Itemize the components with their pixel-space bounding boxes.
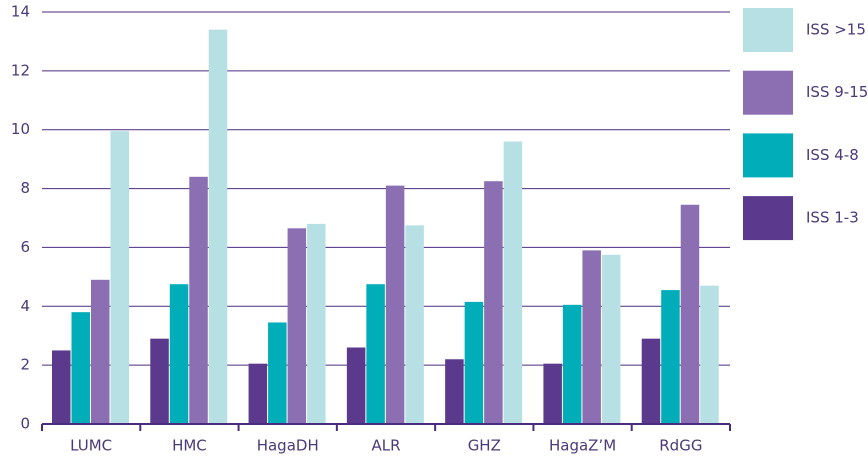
- bar: [346, 347, 366, 424]
- legend-label: ISS 9-15: [806, 83, 868, 101]
- bar: [484, 181, 503, 424]
- y-tick-label: 10: [11, 120, 30, 138]
- bar: [208, 29, 228, 425]
- x-tick-label: HagaZ’M: [549, 437, 616, 455]
- x-tick-label: HMC: [172, 437, 207, 455]
- legend-label: ISS 1-3: [806, 209, 859, 227]
- bar: [52, 350, 71, 424]
- bar: [464, 301, 484, 424]
- y-tick-label: 8: [20, 179, 30, 197]
- bar: [700, 285, 719, 424]
- bar: [661, 290, 680, 424]
- bar: [385, 185, 405, 424]
- bar: [562, 304, 582, 424]
- bar: [405, 225, 424, 424]
- y-tick-label: 4: [20, 297, 30, 315]
- bar: [110, 131, 129, 424]
- y-tick-label: 2: [20, 356, 30, 374]
- bar: [248, 363, 268, 424]
- bar: [601, 254, 621, 424]
- x-tick-label: HagaDH: [257, 437, 319, 455]
- x-tick-label: GHZ: [468, 437, 501, 455]
- y-tick-label: 0: [20, 415, 30, 433]
- bar: [503, 141, 523, 424]
- bar: [307, 223, 326, 424]
- bar: [71, 312, 90, 424]
- legend-swatch: [743, 8, 793, 52]
- bar: [680, 204, 700, 424]
- legend-swatch: [743, 70, 793, 115]
- bar: [641, 338, 661, 424]
- bar: [169, 284, 189, 424]
- bar: [91, 279, 110, 424]
- bar: [268, 322, 287, 424]
- legend-swatch: [743, 133, 793, 178]
- bar: [189, 176, 208, 424]
- bar: [366, 284, 385, 424]
- x-tick-label: ALR: [371, 437, 400, 455]
- bar: [543, 363, 562, 424]
- legend-label: ISS 4-8: [806, 146, 859, 164]
- x-tick-label: RdGG: [659, 437, 702, 455]
- bar: [445, 359, 464, 424]
- bar: [287, 228, 307, 424]
- legend-swatch: [743, 196, 793, 241]
- bar: [150, 338, 169, 424]
- bar: [582, 250, 601, 424]
- y-tick-label: 12: [11, 61, 30, 79]
- x-tick-label: LUMC: [70, 437, 112, 455]
- y-tick-label: 14: [11, 3, 30, 21]
- legend-label: ISS >15: [806, 21, 866, 39]
- y-tick-label: 6: [20, 238, 30, 256]
